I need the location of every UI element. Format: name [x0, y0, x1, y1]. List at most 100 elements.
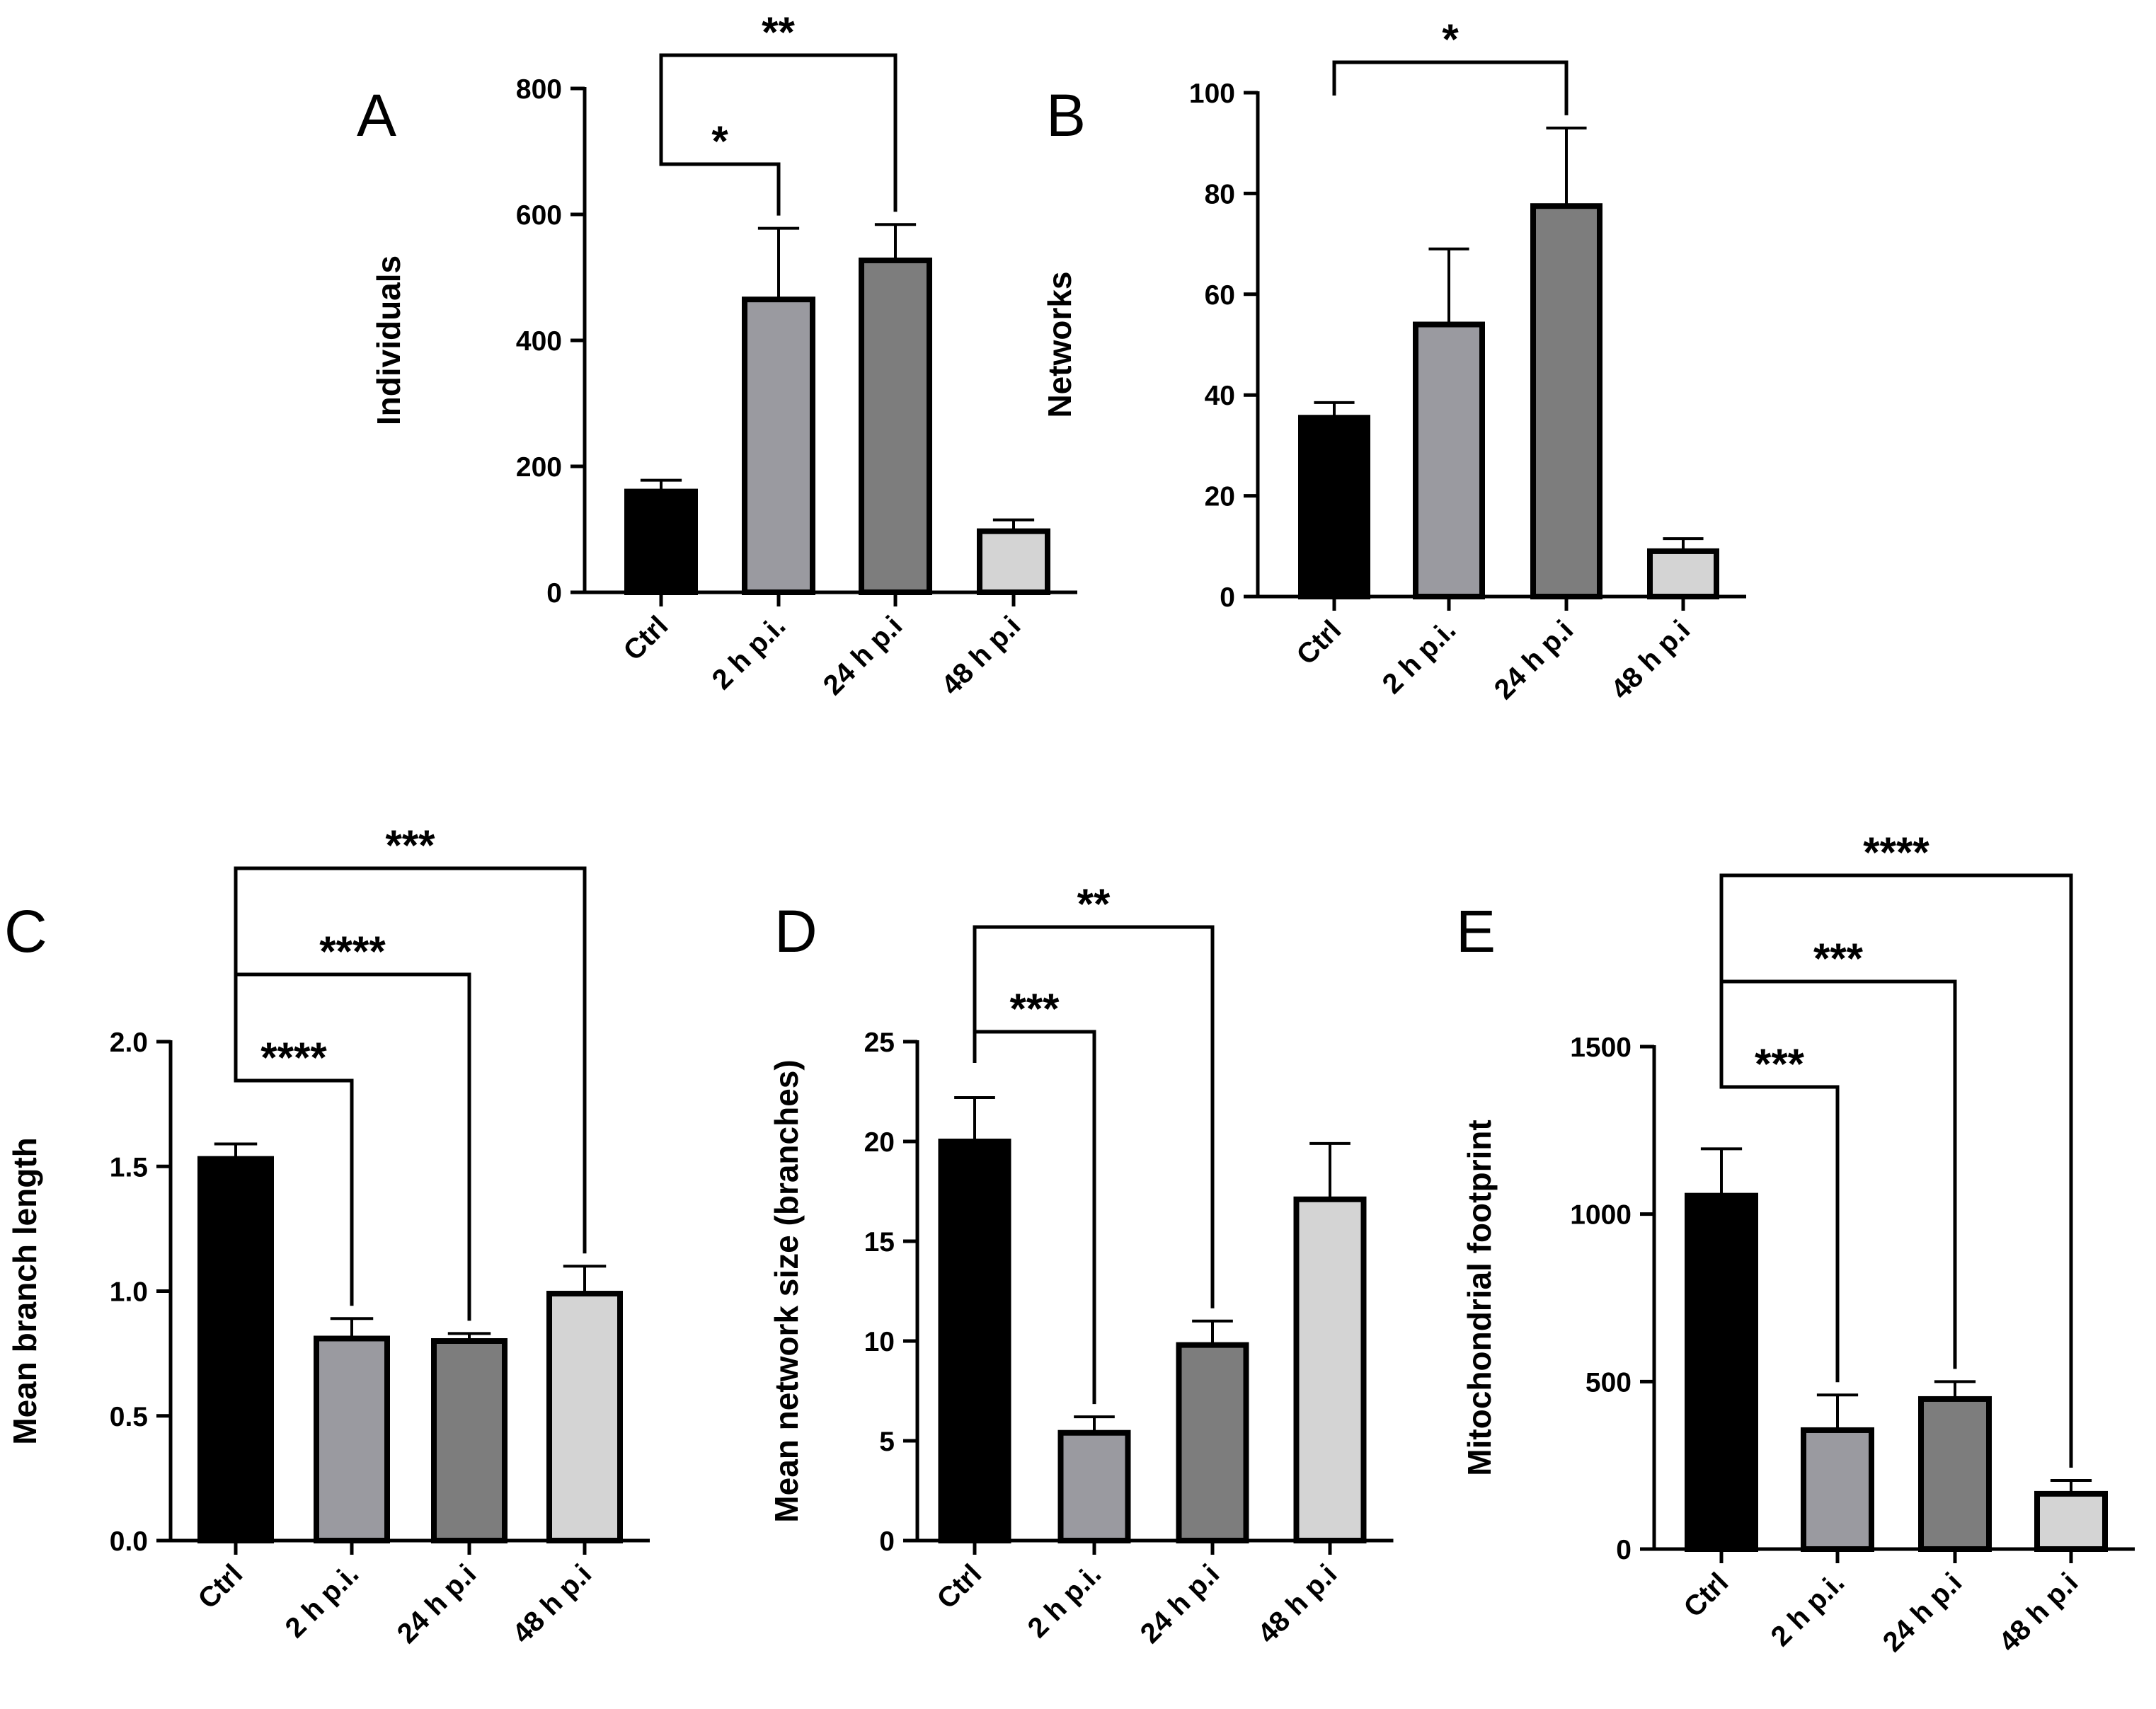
- significance-label: **: [1077, 880, 1111, 928]
- significance-label: ****: [260, 1034, 327, 1081]
- y-tick-label: 20: [1205, 482, 1235, 512]
- x-tick-label: 2 h p.i.: [1377, 614, 1462, 700]
- y-tick-label: 2.0: [110, 1028, 148, 1058]
- y-tick-label: 1.5: [110, 1152, 148, 1183]
- significance-label: ****: [319, 928, 386, 975]
- x-tick-label: 24 h p.i: [391, 1558, 483, 1650]
- panel-letter: E: [1456, 898, 1496, 965]
- x-tick-label: 24 h p.i: [1489, 614, 1580, 706]
- significance-bracket: [1719, 873, 2073, 1468]
- y-axis-label: Mean network size (branches): [768, 1059, 805, 1522]
- x-tick-label: Ctrl: [618, 610, 675, 667]
- panel-letter: D: [774, 898, 818, 965]
- x-tick-label: Ctrl: [931, 1558, 988, 1615]
- significance-label: ***: [1755, 1040, 1805, 1088]
- y-tick-label: 600: [516, 200, 562, 231]
- y-tick-label: 25: [864, 1028, 895, 1058]
- bar: [1057, 1429, 1131, 1543]
- bar: [859, 257, 932, 595]
- y-tick-label: 100: [1189, 79, 1235, 109]
- y-tick-label: 1.0: [110, 1277, 148, 1308]
- significance-label: ***: [385, 822, 435, 869]
- y-tick-label: 0: [1616, 1535, 1632, 1565]
- significance-bracket: [659, 53, 898, 212]
- chart-panel-d: D Mean network size (branches) 0 5 10 15 20 25 C…: [768, 880, 1394, 1650]
- y-tick-label: 200: [516, 452, 562, 483]
- significance-label: ***: [1813, 935, 1864, 982]
- y-tick-label: 0: [1220, 582, 1235, 613]
- bar: [938, 1139, 1011, 1543]
- y-tick-label: 1000: [1570, 1200, 1632, 1231]
- x-tick-label: Ctrl: [193, 1558, 249, 1615]
- y-tick-label: 0.5: [110, 1402, 148, 1432]
- bar: [1685, 1192, 1758, 1552]
- y-tick-label: 60: [1205, 280, 1235, 311]
- significance-bracket: [659, 133, 781, 216]
- bar: [546, 1291, 623, 1544]
- significance-label: *: [711, 117, 728, 165]
- x-tick-label: 48 h p.i: [1252, 1558, 1343, 1650]
- bar: [1293, 1196, 1367, 1544]
- bar: [1801, 1427, 1874, 1553]
- y-axis-label: Mitochondrial footprint: [1461, 1120, 1498, 1475]
- y-tick-label: 0: [879, 1526, 895, 1557]
- y-tick-label: 5: [879, 1427, 895, 1457]
- chart-panel-c: C Mean branch length 0.0 0.5 1.0 1.5 2.0 Ctrl 2 …: [4, 822, 650, 1650]
- y-tick-label: 0: [546, 578, 562, 609]
- significance-bracket: [1332, 60, 1569, 115]
- y-tick-label: 15: [864, 1227, 895, 1258]
- bar: [2034, 1490, 2108, 1552]
- bar: [1647, 548, 1719, 599]
- bar: [1298, 415, 1370, 599]
- chart-panel-a: A Individuals 0 200 400 600 800 Ctrl 2 h p.i. 24 …: [357, 8, 1077, 701]
- x-tick-label: 48 h p.i: [936, 610, 1027, 701]
- y-tick-label: 400: [516, 326, 562, 357]
- bar: [624, 488, 698, 595]
- bar: [197, 1156, 274, 1544]
- bar: [1530, 203, 1602, 599]
- chart-panel-b: B Networks 0 20 40 60 80 100 Ctrl 2 h p.i. 24 h p.…: [1041, 16, 1746, 706]
- panel-letter: C: [4, 898, 47, 965]
- x-tick-label: 2 h p.i.: [1022, 1558, 1108, 1644]
- x-tick-label: 2 h p.i.: [1765, 1567, 1851, 1652]
- significance-bracket: [234, 866, 587, 1254]
- y-tick-label: 40: [1205, 381, 1235, 411]
- chart-panel-e: E Mitochondrial footprint 0 500 1000 1500 Ctrl…: [1456, 829, 2135, 1658]
- y-tick-label: 500: [1586, 1367, 1632, 1398]
- bar: [977, 528, 1050, 595]
- bar: [1918, 1396, 1992, 1552]
- significance-bracket: [973, 925, 1215, 1308]
- y-axis-label: Individuals: [370, 255, 407, 425]
- y-axis-label: Mean branch length: [6, 1137, 43, 1444]
- x-tick-label: 48 h p.i: [507, 1558, 598, 1650]
- y-tick-label: 80: [1205, 179, 1235, 209]
- x-tick-label: Ctrl: [1678, 1567, 1735, 1623]
- x-tick-label: 48 h p.i: [1605, 614, 1697, 706]
- x-tick-label: Ctrl: [1291, 614, 1348, 671]
- x-tick-label: 2 h p.i.: [706, 610, 792, 696]
- bar: [431, 1338, 508, 1543]
- bar: [742, 297, 815, 595]
- significance-label: *: [1442, 16, 1459, 63]
- x-tick-label: 24 h p.i: [818, 610, 909, 701]
- bar: [1176, 1342, 1249, 1543]
- y-tick-label: 20: [864, 1127, 895, 1158]
- y-tick-label: 1500: [1570, 1032, 1632, 1063]
- y-axis-label: Networks: [1041, 271, 1078, 418]
- panel-letter: A: [357, 82, 396, 149]
- significance-bracket: [1719, 1049, 1840, 1383]
- bar: [314, 1335, 390, 1543]
- significance-label: ****: [1863, 829, 1929, 876]
- x-tick-label: 24 h p.i: [1135, 1558, 1226, 1650]
- x-tick-label: 48 h p.i: [1993, 1567, 2085, 1658]
- y-tick-label: 800: [516, 74, 562, 105]
- bar: [1413, 321, 1485, 599]
- significance-label: **: [762, 8, 795, 56]
- y-tick-label: 0.0: [110, 1526, 148, 1557]
- y-tick-label: 10: [864, 1327, 895, 1357]
- significance-label: ***: [1009, 985, 1060, 1032]
- panel-letter: B: [1046, 82, 1086, 149]
- x-tick-label: 24 h p.i: [1877, 1567, 1968, 1658]
- x-tick-label: 2 h p.i.: [280, 1558, 365, 1644]
